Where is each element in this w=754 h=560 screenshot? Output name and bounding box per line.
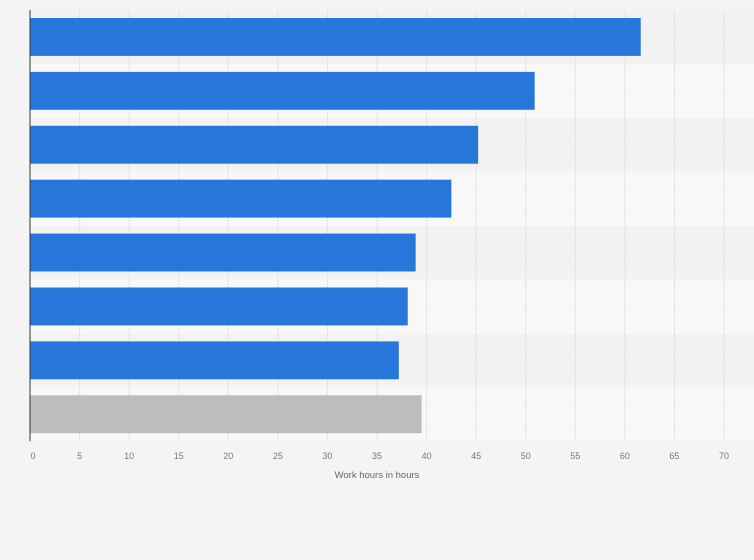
bar-4 <box>30 179 452 218</box>
x-tick-label: 10 <box>124 451 134 461</box>
x-tick-label: 5 <box>77 451 82 461</box>
x-tick-label: 45 <box>471 451 481 461</box>
bar-7 <box>30 341 399 380</box>
x-tick-label: 30 <box>322 451 332 461</box>
bar-5 <box>30 233 416 272</box>
bar-8 <box>30 395 422 434</box>
x-tick-label: 70 <box>719 451 729 461</box>
bar-2 <box>30 71 535 110</box>
x-tick-label: 55 <box>570 451 580 461</box>
x-tick-label: 35 <box>372 451 382 461</box>
x-tick-label: 20 <box>223 451 233 461</box>
x-tick-label: 65 <box>669 451 679 461</box>
bar-6 <box>30 287 408 326</box>
x-tick-label: 0 <box>30 451 35 461</box>
x-tick-label: 50 <box>521 451 531 461</box>
bar-1 <box>30 18 641 56</box>
x-tick-label: 40 <box>422 451 432 461</box>
x-tick-label: 25 <box>273 451 283 461</box>
x-axis-title: Work hours in hours <box>335 470 420 481</box>
x-tick-label: 60 <box>620 451 630 461</box>
x-tick-label: 15 <box>174 451 184 461</box>
bar-3 <box>30 125 479 164</box>
